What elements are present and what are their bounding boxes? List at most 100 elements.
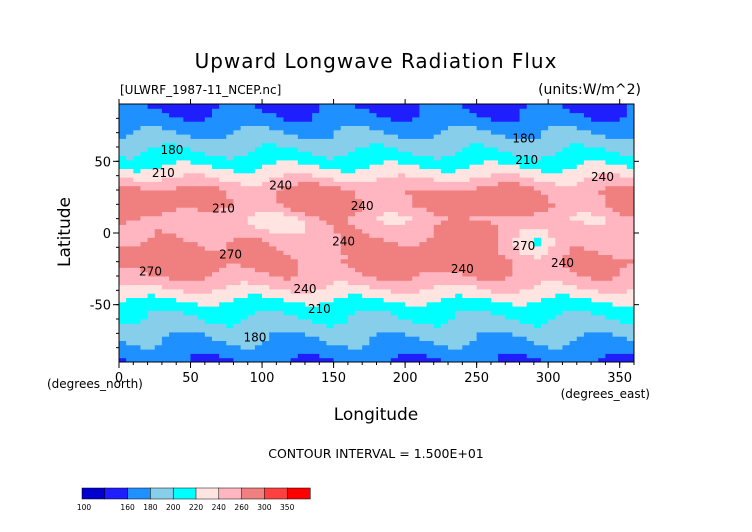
heatmap-cell <box>462 271 470 277</box>
heatmap-cell <box>562 151 571 157</box>
heatmap-cell <box>476 250 485 255</box>
heatmap-cell <box>419 344 428 350</box>
heatmap-cell <box>397 254 406 260</box>
heatmap-cell <box>591 319 599 324</box>
heatmap-cell <box>262 211 270 217</box>
heatmap-cell <box>340 194 349 200</box>
heatmap-cell <box>448 172 456 178</box>
heatmap-cell <box>333 185 342 191</box>
heatmap-cell <box>183 245 192 251</box>
heatmap-cell <box>605 319 614 324</box>
heatmap-cell <box>254 151 263 157</box>
heatmap-cell <box>626 142 635 148</box>
heatmap-cell <box>326 267 335 273</box>
heatmap-cell <box>154 284 163 290</box>
heatmap-cell <box>326 336 335 341</box>
heatmap-cell <box>154 134 163 139</box>
heatmap-cell <box>304 288 313 294</box>
heatmap-cell <box>147 164 156 169</box>
heatmap-cell <box>490 301 499 307</box>
heatmap-cell <box>419 319 428 324</box>
heatmap-cell <box>197 142 206 148</box>
heatmap-cell <box>426 228 435 234</box>
heatmap-cell <box>440 104 449 109</box>
heatmap-cell <box>569 185 578 191</box>
heatmap-cell <box>197 245 206 251</box>
heatmap-cell <box>397 263 406 268</box>
heatmap-cell <box>519 155 528 161</box>
heatmap-cell <box>140 164 149 169</box>
heatmap-cell <box>541 288 549 294</box>
heatmap-cell <box>333 108 342 114</box>
heatmap-cell <box>290 190 299 195</box>
heatmap-cell <box>576 263 585 268</box>
heatmap-cell <box>440 233 449 238</box>
heatmap-cell <box>462 125 470 131</box>
heatmap-cell <box>304 357 313 363</box>
heatmap-cell <box>297 233 306 238</box>
heatmap-cell <box>161 245 170 251</box>
heatmap-cell <box>333 241 342 247</box>
heatmap-cell <box>519 258 528 264</box>
heatmap-cell <box>211 250 220 255</box>
heatmap-cell <box>340 147 349 152</box>
heatmap-cell <box>526 168 535 174</box>
heatmap-cell <box>548 353 556 359</box>
heatmap-cell <box>369 306 377 311</box>
heatmap-cell <box>390 116 399 122</box>
heatmap-cell <box>383 202 392 208</box>
heatmap-cell <box>269 181 277 187</box>
heatmap-cell <box>204 250 213 255</box>
heatmap-cell <box>541 142 549 148</box>
heatmap-cell <box>154 159 163 165</box>
heatmap-cell <box>512 331 521 337</box>
heatmap-cell <box>254 233 263 238</box>
heatmap-cell <box>612 190 621 195</box>
heatmap-cell <box>176 288 184 294</box>
heatmap-cell <box>304 297 313 303</box>
heatmap-cell <box>297 293 306 298</box>
heatmap-cell <box>576 340 585 346</box>
heatmap-cell <box>362 331 370 337</box>
heatmap-cell <box>126 314 134 320</box>
heatmap-cell <box>483 112 492 118</box>
heatmap-cell <box>140 271 149 277</box>
heatmap-cell <box>469 159 478 165</box>
heatmap-cell <box>605 263 614 268</box>
heatmap-cell <box>262 314 270 320</box>
heatmap-cell <box>483 172 492 178</box>
heatmap-cell <box>498 336 506 341</box>
heatmap-cell <box>190 353 199 359</box>
heatmap-cell <box>240 129 249 135</box>
heatmap-cell <box>569 224 578 230</box>
heatmap-cell <box>591 129 599 135</box>
heatmap-cell <box>347 198 356 204</box>
heatmap-cell <box>326 323 335 329</box>
heatmap-cell <box>462 177 470 182</box>
heatmap-cell <box>304 116 313 122</box>
heatmap-cell <box>204 177 213 182</box>
heatmap-cell <box>605 327 614 333</box>
heatmap-cell <box>233 319 242 324</box>
heatmap-cell <box>526 155 535 161</box>
heatmap-cell <box>262 357 270 363</box>
heatmap-cell <box>598 267 606 273</box>
heatmap-cell <box>183 151 192 157</box>
heatmap-cell <box>290 336 299 341</box>
heatmap-cell <box>591 155 599 161</box>
heatmap-cell <box>505 254 513 260</box>
heatmap-cell <box>219 284 227 290</box>
heatmap-cell <box>469 147 478 152</box>
heatmap-cell <box>555 301 563 307</box>
heatmap-cell <box>340 323 349 329</box>
heatmap-cell <box>204 306 213 311</box>
heatmap-cell <box>555 138 563 144</box>
heatmap-cell <box>598 323 606 329</box>
heatmap-cell <box>397 228 406 234</box>
heatmap-cell <box>355 116 363 122</box>
heatmap-cell <box>598 129 606 135</box>
heatmap-cell <box>169 297 177 303</box>
heatmap-cell <box>412 164 420 169</box>
heatmap-cell <box>119 357 127 363</box>
heatmap-cell <box>526 276 535 281</box>
